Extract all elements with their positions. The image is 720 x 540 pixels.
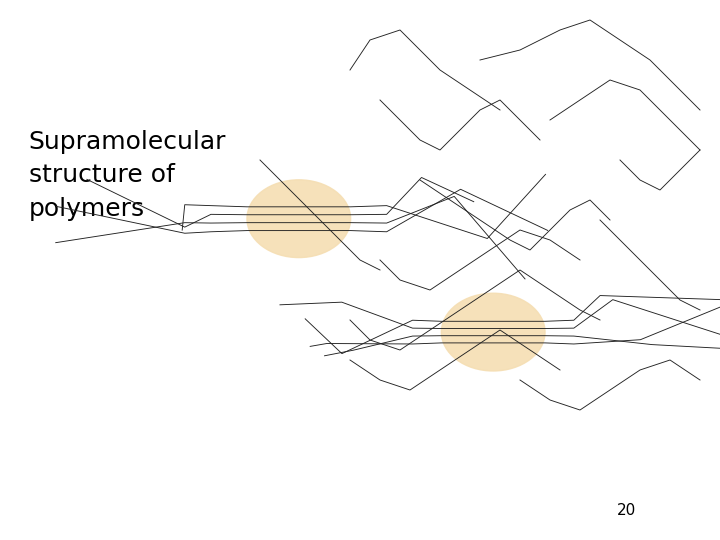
Ellipse shape [247,180,351,258]
Ellipse shape [441,293,545,371]
Text: 20: 20 [617,503,636,518]
Text: Supramolecular
structure of
polymers: Supramolecular structure of polymers [29,130,226,221]
